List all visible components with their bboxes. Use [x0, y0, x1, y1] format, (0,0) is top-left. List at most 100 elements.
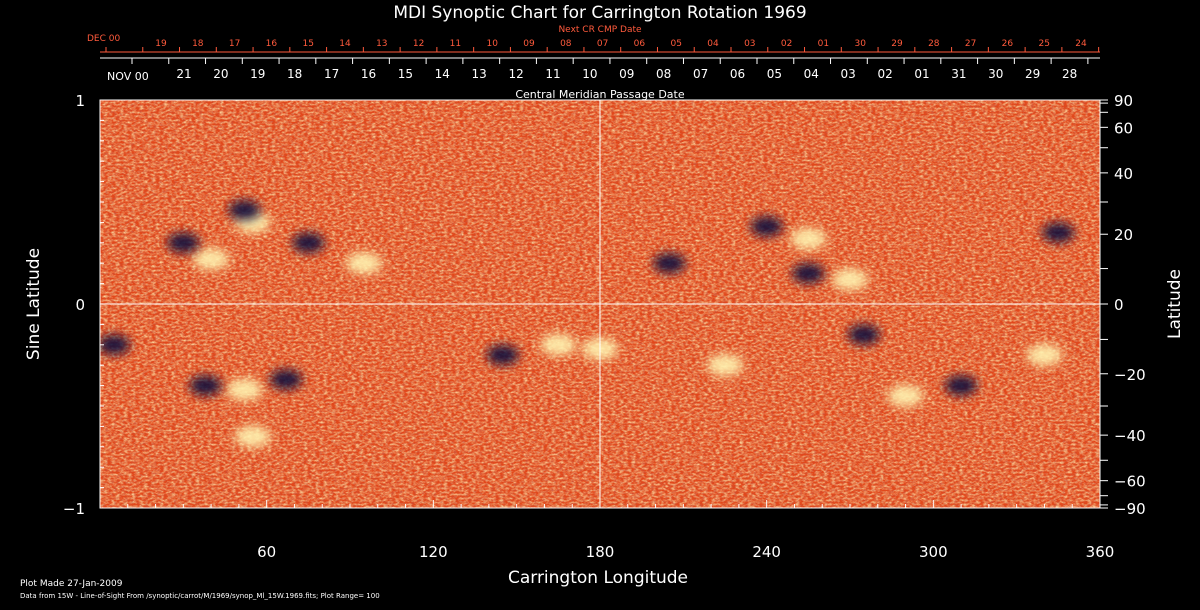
x-tick-label: 120: [419, 543, 448, 561]
red-axis-label: 24: [1075, 39, 1087, 49]
y-right-tick-label: 60: [1114, 119, 1133, 137]
red-axis-label: 04: [707, 39, 719, 49]
plot-made-note: Plot Made 27-Jan-2009: [20, 579, 123, 589]
white-axis-label: 16: [361, 67, 376, 81]
red-axis-label: 12: [413, 39, 424, 49]
white-axis-label: 30: [988, 67, 1003, 81]
y-right-tick-label: 0: [1114, 296, 1124, 314]
x-axis-label: Carrington Longitude: [508, 568, 688, 588]
y-right-tick-label: −40: [1114, 427, 1146, 445]
red-axis-label: 16: [266, 39, 278, 49]
white-axis-label: 29: [1025, 67, 1040, 81]
white-axis-label: 31: [951, 67, 966, 81]
white-axis-label: 05: [767, 67, 782, 81]
red-axis-label: 09: [523, 39, 535, 49]
y-axis-left-label: Sine Latitude: [24, 248, 44, 360]
red-axis-label: 07: [597, 39, 608, 49]
white-axis-label: 21: [176, 67, 191, 81]
positive-polarity-region: [790, 227, 827, 250]
x-tick-label: 300: [919, 543, 948, 561]
positive-polarity-region: [345, 252, 382, 275]
white-axis-label: 09: [619, 67, 634, 81]
white-axis-label: 28: [1062, 67, 1077, 81]
y-axis-left: 1 0 −1: [63, 92, 108, 518]
red-axis-label: 15: [302, 39, 313, 49]
white-axis-label: 06: [730, 67, 745, 81]
grid-lines: [100, 100, 1100, 508]
negative-polarity-region: [653, 253, 686, 274]
y-right-tick-label: −90: [1114, 500, 1146, 518]
red-axis-label: 30: [854, 39, 866, 49]
white-axis-label: 04: [804, 67, 819, 81]
white-axis-title: Central Meridian Passage Date: [515, 88, 684, 101]
x-tick-label: 360: [1086, 543, 1115, 561]
white-axis-label: 18: [287, 67, 302, 81]
negative-polarity-region: [292, 232, 325, 253]
y-axis-right-label: Latitude: [1165, 269, 1185, 339]
y-axis-right: 90 60 40 20 0 −20 −40 −60 −90: [1100, 92, 1146, 518]
negative-polarity-region: [847, 324, 880, 345]
negative-polarity-region: [100, 334, 130, 355]
red-axis-label: 03: [744, 39, 755, 49]
white-axis-label: 14: [435, 67, 450, 81]
red-axis-label: 08: [560, 39, 572, 49]
red-axis-label: 14: [339, 39, 351, 49]
red-axis-labels: 19 18 17 16 15 14 13 12 11 10 09 08 07 06 05 04 03 02 01 30…: [105, 39, 1100, 52]
y-right-tick-label: 90: [1114, 92, 1133, 110]
x-tick-label: 180: [586, 543, 615, 561]
red-axis-label: 13: [376, 39, 387, 49]
red-axis-label: 02: [781, 39, 792, 49]
white-axis-labels: 21 20 19 18 17 16 15 14 13 12 11 10 09 08 07 06 05 04 03 02…: [131, 58, 1089, 81]
white-axis-label: 17: [324, 67, 339, 81]
negative-polarity-region: [792, 263, 825, 284]
chart-title: MDI Synoptic Chart for Carrington Rotati…: [393, 3, 806, 23]
red-axis-label: 28: [928, 39, 940, 49]
white-axis-label: 13: [472, 67, 487, 81]
y-left-tick-label: 1: [75, 92, 85, 110]
positive-polarity-region: [540, 333, 577, 356]
red-axis-label: 18: [192, 39, 204, 49]
red-axis-label: 26: [1002, 39, 1014, 49]
red-axis-label: 19: [155, 39, 167, 49]
positive-polarity-region: [234, 425, 271, 448]
x-tick-label: 240: [752, 543, 781, 561]
red-axis-label: 11: [450, 39, 461, 49]
positive-polarity-region: [887, 384, 924, 407]
white-axis-label: 12: [508, 67, 523, 81]
polarity-regions: [100, 200, 1075, 448]
y-right-tick-label: 20: [1114, 226, 1133, 244]
negative-polarity-region: [189, 375, 222, 396]
white-axis-label: 02: [877, 67, 892, 81]
positive-polarity-region: [226, 378, 263, 401]
positive-polarity-region: [832, 268, 868, 291]
red-axis-label: 06: [634, 39, 646, 49]
white-axis-label: 07: [693, 67, 708, 81]
white-axis-month: NOV 00: [107, 70, 149, 83]
red-axis-label: 17: [229, 39, 240, 49]
red-axis-label: 25: [1038, 39, 1049, 49]
y-left-tick-label: −1: [63, 500, 85, 518]
red-axis-label: 10: [486, 39, 498, 49]
negative-polarity-region: [750, 216, 783, 237]
negative-polarity-region: [1042, 222, 1075, 243]
red-axis-label: 27: [965, 39, 976, 49]
red-axis-label: 05: [670, 39, 681, 49]
x-tick-label: 60: [257, 543, 276, 561]
positive-polarity-region: [707, 354, 743, 377]
white-axis-label: 11: [545, 67, 560, 81]
white-axis-label: 08: [656, 67, 671, 81]
data-source-note: Data from 15W - Line-of-Sight From /syno…: [20, 592, 380, 600]
negative-polarity-region: [167, 232, 200, 253]
y-right-tick-label: −20: [1114, 366, 1146, 384]
red-axis-title: Next CR CMP Date: [558, 25, 642, 35]
negative-polarity-region: [945, 375, 978, 396]
positive-polarity-region: [193, 248, 230, 271]
red-axis-label: 01: [818, 39, 829, 49]
white-axis-label: 01: [914, 67, 929, 81]
y-right-tick-label: −60: [1114, 473, 1146, 491]
positive-polarity-region: [1026, 344, 1063, 366]
negative-polarity-region: [486, 345, 519, 365]
y-right-tick-label: 40: [1114, 165, 1133, 183]
white-axis-label: 19: [250, 67, 265, 81]
